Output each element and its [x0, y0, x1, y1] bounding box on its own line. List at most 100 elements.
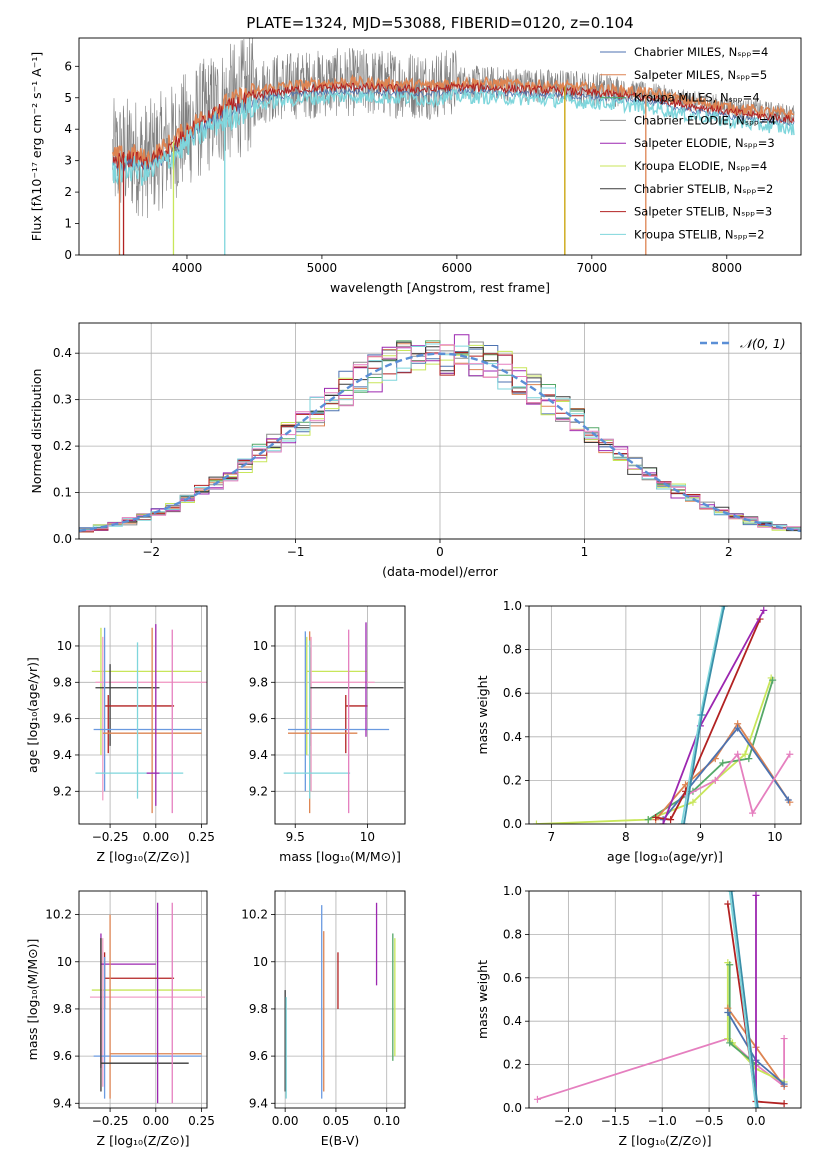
mass-weight-vs-age-marker	[719, 606, 727, 610]
mass-weight-vs-age-marker	[734, 750, 742, 758]
spectrum-data-line	[112, 38, 795, 219]
mass-weight-vs-age-marker	[711, 776, 719, 784]
mass-weight-vs-Z-xtick-label: 0.0	[746, 1114, 765, 1128]
age-vs-mass-xtick-label: 10	[360, 830, 375, 844]
spectrum-model-line	[112, 81, 795, 171]
mass-weight-vs-age-marker	[769, 676, 777, 684]
mass-weight-vs-Z-marker	[780, 1100, 788, 1108]
mass-vs-ebv-xtick-label: 0.10	[373, 1114, 400, 1128]
spectrum-legend-label: Salpeter MILES, Nₛₚₚ=5	[634, 68, 767, 82]
mass-weight-vs-Z-frame	[528, 890, 802, 1109]
mass-weight-vs-Z-panel: −2.0 −1.5 −1.0 −0.5 0.0 0.0 0.2 0.4 0.6 0.8 1.0 Z […	[475, 884, 802, 1148]
spectrum-xtick-label: 4000	[172, 261, 203, 275]
mass-weight-vs-Z-plot-area	[533, 891, 788, 1108]
gaussian-reference-line	[79, 352, 801, 533]
age-vs-mass-frame	[274, 605, 406, 825]
mass-weight-vs-Z-xtick-label: −1.0	[648, 1114, 677, 1128]
age-vs-mass-panel: 9.5 10 9.2 9.4 9.6 9.8 10 mass [log₁₀(M/M⊙)]	[249, 605, 406, 864]
mass-weight-vs-Z-series-line	[730, 891, 759, 1108]
mass-vs-ebv-plot-area	[284, 902, 396, 1099]
mass-weight-vs-Z-marker	[726, 1039, 734, 1047]
age-vs-mass-ytick-label: 9.6	[249, 712, 268, 726]
mass-weight-vs-Z-ylabel: mass weight	[475, 960, 490, 1039]
age-vs-Z-ytick-label: 9.8	[53, 675, 72, 689]
spectrum-legend-label: Chabrier MILES, Nₛₚₚ=4	[634, 45, 768, 59]
mass-weight-vs-age-series-line	[536, 677, 773, 824]
mass-weight-vs-Z-marker	[728, 891, 736, 895]
spectrum-panel: 4000 5000 6000 7000 8000 0 1 2 3 4 5 6 wavelength [A…	[29, 37, 802, 295]
mass-weight-vs-Z-marker	[752, 1104, 760, 1108]
mass-weight-vs-Z-marker	[752, 891, 760, 899]
mass-vs-Z-xlabel: Z [log₁₀(Z/Z⊙)]	[97, 1133, 190, 1148]
spectrum-legend-label: Kroupa MILES, Nₛₚₚ=4	[634, 91, 760, 105]
mass-weight-vs-age-marker	[652, 813, 660, 821]
age-vs-Z-xtick-label: −0.25	[92, 830, 129, 844]
figure-title: PLATE=1324, MJD=53088, FIBERID=0120, z=0…	[246, 14, 633, 32]
residual-histogram-line	[79, 352, 801, 533]
age-vs-Z-panel: −0.25 0.00 0.25 9.2 9.4 9.6 9.8 10 Z [log₁₀(Z/Z⊙…	[25, 605, 215, 864]
mass-weight-vs-Z-series-line	[728, 891, 757, 1108]
mass-vs-ebv-xlabel: E(B-V)	[321, 1133, 360, 1148]
spectrum-plot-area	[111, 38, 795, 255]
spectrum-ylabel: Flux [fλ10⁻¹⁷ erg cm⁻² s⁻¹ A⁻¹]	[29, 52, 44, 241]
mass-weight-vs-Z-ytick-label: 1.0	[503, 884, 522, 898]
mass-weight-vs-age-ytick-label: 0.0	[503, 817, 522, 831]
age-vs-mass-ytick-label: 9.8	[249, 675, 268, 689]
mass-weight-vs-age-xtick-label: 8	[622, 830, 630, 844]
spectrum-legend-label: Chabrier ELODIE, Nₛₚₚ=4	[634, 113, 776, 127]
spectrum-xtick-label: 6000	[442, 261, 473, 275]
mass-weight-vs-age-marker	[532, 820, 540, 824]
age-vs-mass-ytick-label: 9.2	[249, 784, 268, 798]
mass-vs-ebv-frame	[274, 890, 406, 1109]
mass-vs-Z-ytick-label: 9.8	[53, 1002, 72, 1016]
spectrum-ytick-label: 1	[64, 217, 72, 231]
mass-vs-Z-xtick-label: 0.25	[188, 1114, 215, 1128]
spectrum-legend-label: Kroupa ELODIE, Nₛₚₚ=4	[634, 159, 767, 173]
residuals-plot-area	[79, 334, 801, 533]
mass-vs-ebv-xtick-label: 0.05	[323, 1114, 350, 1128]
mass-weight-vs-age-frame	[528, 605, 802, 825]
mass-weight-vs-Z-ytick-label: 0.4	[503, 1014, 522, 1028]
mass-vs-Z-ytick-label: 9.4	[53, 1096, 72, 1110]
residuals-ytick-label: 0.1	[53, 486, 72, 500]
age-vs-Z-frame	[78, 605, 208, 825]
age-vs-mass-xtick-label: 9.5	[286, 830, 305, 844]
residuals-xtick-label: 1	[581, 545, 589, 559]
age-vs-Z-ytick-label: 9.2	[53, 784, 72, 798]
mass-weight-vs-Z-ytick-label: 0.6	[503, 971, 522, 985]
mass-vs-ebv-panel: 0.00 0.05 0.10 9.4 9.6 9.8 10 10.2 E(B-V)	[241, 890, 406, 1148]
mass-vs-ebv-ytick-label: 9.8	[249, 1002, 268, 1016]
spectrum-xtick-label: 7000	[577, 261, 608, 275]
spectrum-model-line	[112, 88, 795, 186]
mass-weight-vs-age-marker	[659, 820, 667, 824]
residuals-ytick-label: 0.4	[53, 346, 72, 360]
residuals-xlabel: (data-model)/error	[382, 564, 499, 579]
mass-weight-vs-age-marker	[786, 750, 794, 758]
mass-weight-vs-age-marker	[667, 816, 675, 824]
age-vs-Z-xtick-label: 0.00	[142, 830, 169, 844]
mass-weight-vs-age-marker	[741, 750, 749, 758]
mass-weight-vs-age-marker	[680, 820, 688, 824]
spectrum-ytick-label: 6	[64, 59, 72, 73]
mass-weight-vs-age-plot-area	[532, 606, 794, 824]
residual-legend-label: 𝒩(0, 1)	[740, 336, 786, 351]
mass-vs-Z-panel: −0.25 0.00 0.25 9.4 9.6 9.8 10 10.2 Z [log₁₀(Z/Z…	[25, 890, 215, 1148]
spectrum-legend-label: Salpeter STELIB, Nₛₚₚ=3	[634, 205, 772, 219]
mass-vs-ebv-xtick-label: 0.00	[272, 1114, 299, 1128]
spectrum-ytick-label: 3	[64, 154, 72, 168]
spectrum-legend-label: Chabrier STELIB, Nₛₚₚ=2	[634, 182, 773, 196]
mass-weight-vs-age-xtick-label: 7	[548, 830, 556, 844]
residuals-xtick-label: 0	[436, 545, 444, 559]
age-vs-Z-ytick-label: 10	[57, 639, 72, 653]
mass-weight-vs-Z-xtick-label: −2.0	[554, 1114, 583, 1128]
mass-weight-vs-age-ylabel: mass weight	[475, 675, 490, 754]
mass-weight-vs-Z-ytick-label: 0.8	[503, 927, 522, 941]
mass-weight-vs-age-series-line	[655, 618, 761, 821]
mass-weight-vs-age-marker	[734, 724, 742, 732]
mass-weight-vs-Z-marker	[533, 1095, 541, 1103]
mass-weight-vs-age-marker	[720, 606, 728, 610]
mass-weight-vs-Z-xtick-label: −0.5	[695, 1114, 724, 1128]
mass-weight-vs-age-panel: 7 8 9 10 0.0 0.2 0.4 0.6 0.8 1.0 age [log₁₀(age/yr…	[475, 599, 802, 864]
residuals-ylabel: Normed distribution	[29, 369, 44, 494]
mass-vs-ebv-ytick-label: 9.6	[249, 1049, 268, 1063]
